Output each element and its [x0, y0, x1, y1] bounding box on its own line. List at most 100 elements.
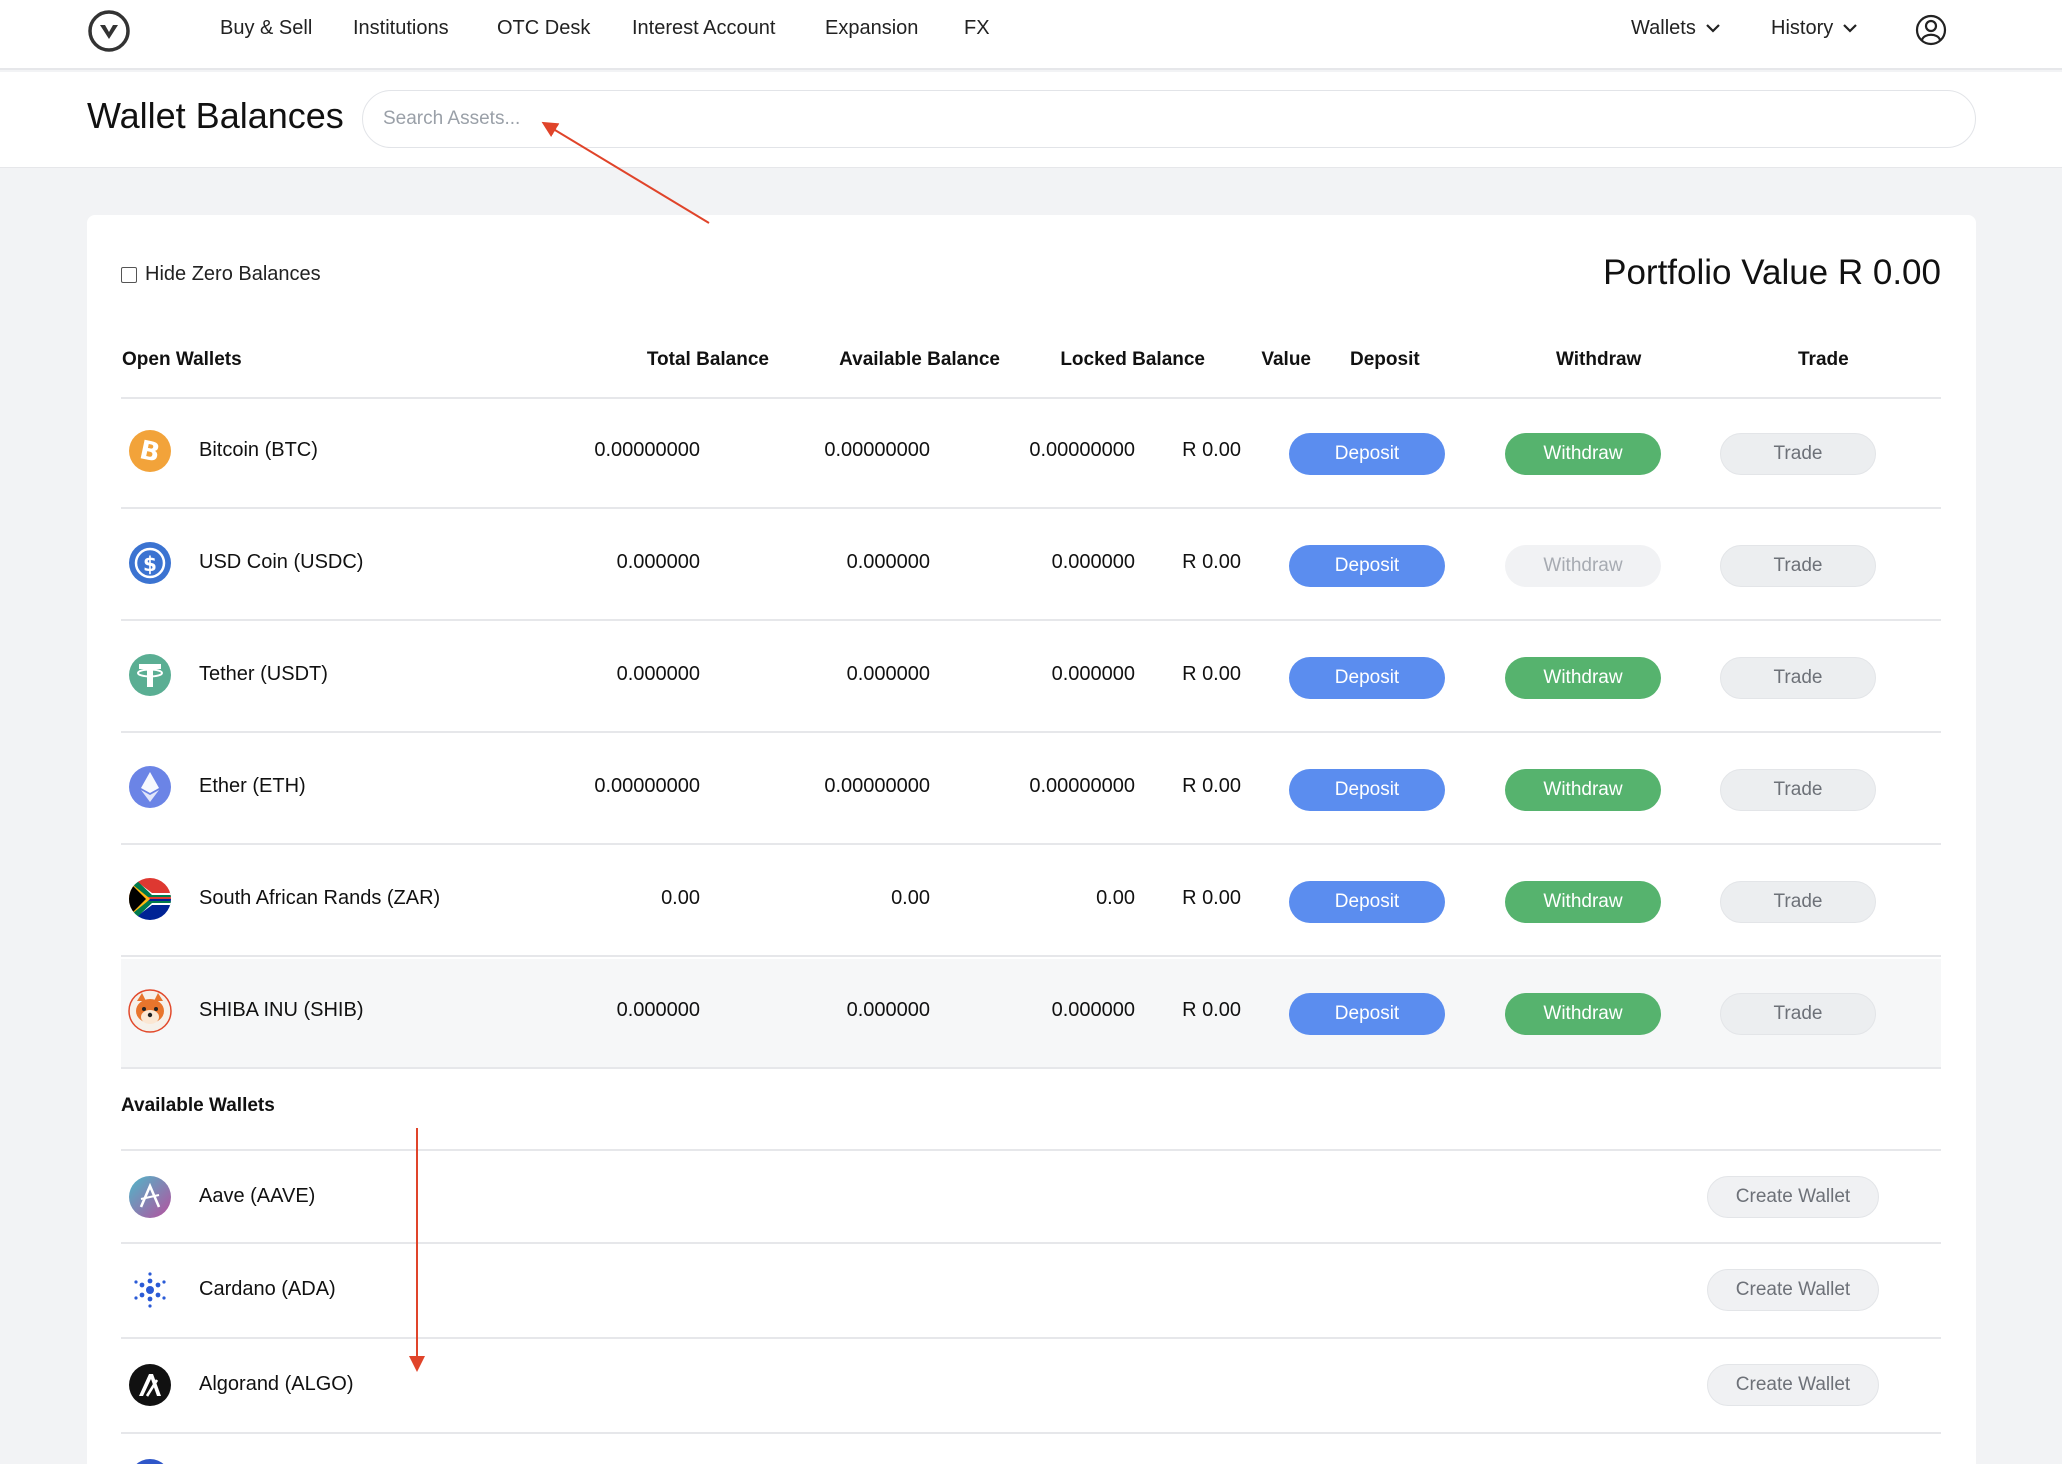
table-row: SHIBA INU (SHIB) 0.000000 0.000000 0.000… — [121, 959, 1941, 1069]
deposit-button[interactable]: Deposit — [1289, 545, 1445, 587]
nav-expansion[interactable]: Expansion — [825, 17, 919, 39]
user-profile-icon[interactable] — [1914, 13, 1948, 47]
withdraw-button-disabled[interactable]: Withdraw — [1505, 545, 1661, 587]
wallet-name: Tether (USDT) — [199, 663, 328, 685]
deposit-button[interactable]: Deposit — [1289, 433, 1445, 475]
hide-zero-balances-label: Hide Zero Balances — [145, 263, 321, 285]
deposit-button[interactable]: Deposit — [1289, 993, 1445, 1035]
column-header-value: Value — [1261, 349, 1311, 370]
wallet-value: R 0.00 — [1182, 551, 1241, 573]
available-balance: 0.00000000 — [824, 439, 930, 461]
wallet-value: R 0.00 — [1182, 999, 1241, 1021]
trade-button[interactable]: Trade — [1720, 657, 1876, 699]
locked-balance: 0.000000 — [1051, 551, 1135, 573]
wallet-name: SHIBA INU (SHIB) — [199, 999, 364, 1021]
available-wallet-row: Algorand (ALGO) Create Wallet — [121, 1339, 1941, 1434]
wallet-value: R 0.00 — [1182, 775, 1241, 797]
column-header-trade: Trade — [1798, 349, 1849, 370]
wallet-name: USD Coin (USDC) — [199, 551, 364, 573]
hide-zero-balances-checkbox[interactable] — [121, 266, 137, 283]
wallet-value: R 0.00 — [1182, 887, 1241, 909]
total-balance: 0.000000 — [616, 663, 700, 685]
available-balance: 0.00000000 — [824, 775, 930, 797]
available-balance: 0.00 — [891, 887, 930, 909]
create-wallet-button[interactable]: Create Wallet — [1707, 1364, 1879, 1406]
deposit-button[interactable]: Deposit — [1289, 657, 1445, 699]
total-balance: 0.000000 — [616, 999, 700, 1021]
history-dropdown[interactable]: History — [1771, 14, 1859, 42]
page-title: Wallet Balances — [87, 95, 344, 136]
withdraw-button[interactable]: Withdraw — [1505, 657, 1661, 699]
locked-balance: 0.00 — [1096, 887, 1135, 909]
locked-balance: 0.000000 — [1051, 999, 1135, 1021]
available-wallets-title: Available Wallets — [121, 1095, 275, 1116]
total-balance: 0.000000 — [616, 551, 700, 573]
logo-icon[interactable] — [86, 8, 132, 54]
trade-button[interactable]: Trade — [1720, 545, 1876, 587]
trade-button[interactable]: Trade — [1720, 433, 1876, 475]
nav-otc-desk[interactable]: OTC Desk — [497, 17, 591, 39]
table-row: B Bitcoin (BTC) 0.00000000 0.00000000 0.… — [121, 399, 1941, 509]
column-header-withdraw: Withdraw — [1556, 349, 1642, 370]
search-assets-input[interactable] — [362, 90, 1976, 148]
bitcoin-icon: B — [129, 430, 171, 472]
chevron-down-icon — [1843, 24, 1858, 33]
wallet-name: South African Rands (ZAR) — [199, 887, 441, 909]
withdraw-button[interactable]: Withdraw — [1505, 433, 1661, 475]
available-wallet-row: Cardano (ADA) Create Wallet — [121, 1244, 1941, 1339]
wallets-dropdown[interactable]: Wallets — [1631, 14, 1722, 42]
wallet-name: Bitcoin (BTC) — [199, 439, 318, 461]
usdc-icon: $ — [129, 542, 171, 584]
hide-zero-balances-toggle[interactable]: Hide Zero Balances — [121, 263, 321, 286]
table-row: Ether (ETH) 0.00000000 0.00000000 0.0000… — [121, 735, 1941, 845]
deposit-button[interactable]: Deposit — [1289, 769, 1445, 811]
locked-balance: 0.000000 — [1051, 663, 1135, 685]
total-balance: 0.00000000 — [594, 439, 700, 461]
create-wallet-button[interactable]: Create Wallet — [1707, 1176, 1879, 1218]
table-row: South African Rands (ZAR) 0.00 0.00 0.00… — [121, 847, 1941, 957]
aave-icon — [129, 1176, 171, 1218]
top-navigation: Buy & Sell Institutions OTC Desk Interes… — [0, 0, 2062, 70]
create-wallet-button[interactable]: Create Wallet — [1707, 1269, 1879, 1311]
history-dropdown-label: History — [1771, 17, 1834, 39]
tether-icon — [129, 654, 171, 696]
available-balance: 0.000000 — [846, 663, 930, 685]
column-header-open-wallets: Open Wallets — [122, 349, 242, 370]
algorand-icon — [129, 1364, 171, 1406]
wallet-name: Ether (ETH) — [199, 775, 306, 797]
ethereum-icon — [129, 766, 171, 808]
deposit-button[interactable]: Deposit — [1289, 881, 1445, 923]
svg-text:$: $ — [143, 552, 157, 576]
south-africa-flag-icon — [129, 878, 171, 920]
column-header-total-balance: Total Balance — [646, 349, 769, 370]
withdraw-button[interactable]: Withdraw — [1505, 881, 1661, 923]
wallet-balances-card: Hide Zero Balances Portfolio Value R 0.0… — [87, 215, 1976, 1464]
chevron-down-icon — [1706, 24, 1720, 33]
total-balance: 0.00 — [661, 887, 700, 909]
wallet-name: Algorand (ALGO) — [199, 1373, 354, 1395]
nav-buy-sell[interactable]: Buy & Sell — [220, 17, 313, 39]
column-header-locked-balance: Locked Balance — [1060, 349, 1205, 370]
table-row: Tether (USDT) 0.000000 0.000000 0.000000… — [121, 623, 1941, 733]
nav-fx[interactable]: FX — [964, 17, 990, 39]
trade-button[interactable]: Trade — [1720, 769, 1876, 811]
cardano-icon — [134, 1272, 166, 1308]
available-wallet-row-partial — [121, 1434, 1941, 1464]
withdraw-button[interactable]: Withdraw — [1505, 993, 1661, 1035]
table-row: $ USD Coin (USDC) 0.000000 0.000000 0.00… — [121, 511, 1941, 621]
trade-button[interactable]: Trade — [1720, 993, 1876, 1035]
portfolio-value: Portfolio Value R 0.00 — [1603, 253, 1941, 292]
available-balance: 0.000000 — [846, 551, 930, 573]
nav-interest-account[interactable]: Interest Account — [632, 17, 776, 39]
total-balance: 0.00000000 — [594, 775, 700, 797]
trade-button[interactable]: Trade — [1720, 881, 1876, 923]
available-wallet-row: Aave (AAVE) Create Wallet — [121, 1149, 1941, 1244]
wallet-value: R 0.00 — [1182, 439, 1241, 461]
available-balance: 0.000000 — [846, 999, 930, 1021]
withdraw-button[interactable]: Withdraw — [1505, 769, 1661, 811]
page-header: Wallet Balances — [0, 72, 2062, 168]
column-header-deposit: Deposit — [1350, 349, 1420, 370]
header-divider — [121, 397, 1941, 399]
wallets-dropdown-label: Wallets — [1631, 17, 1696, 39]
nav-institutions[interactable]: Institutions — [353, 17, 449, 39]
